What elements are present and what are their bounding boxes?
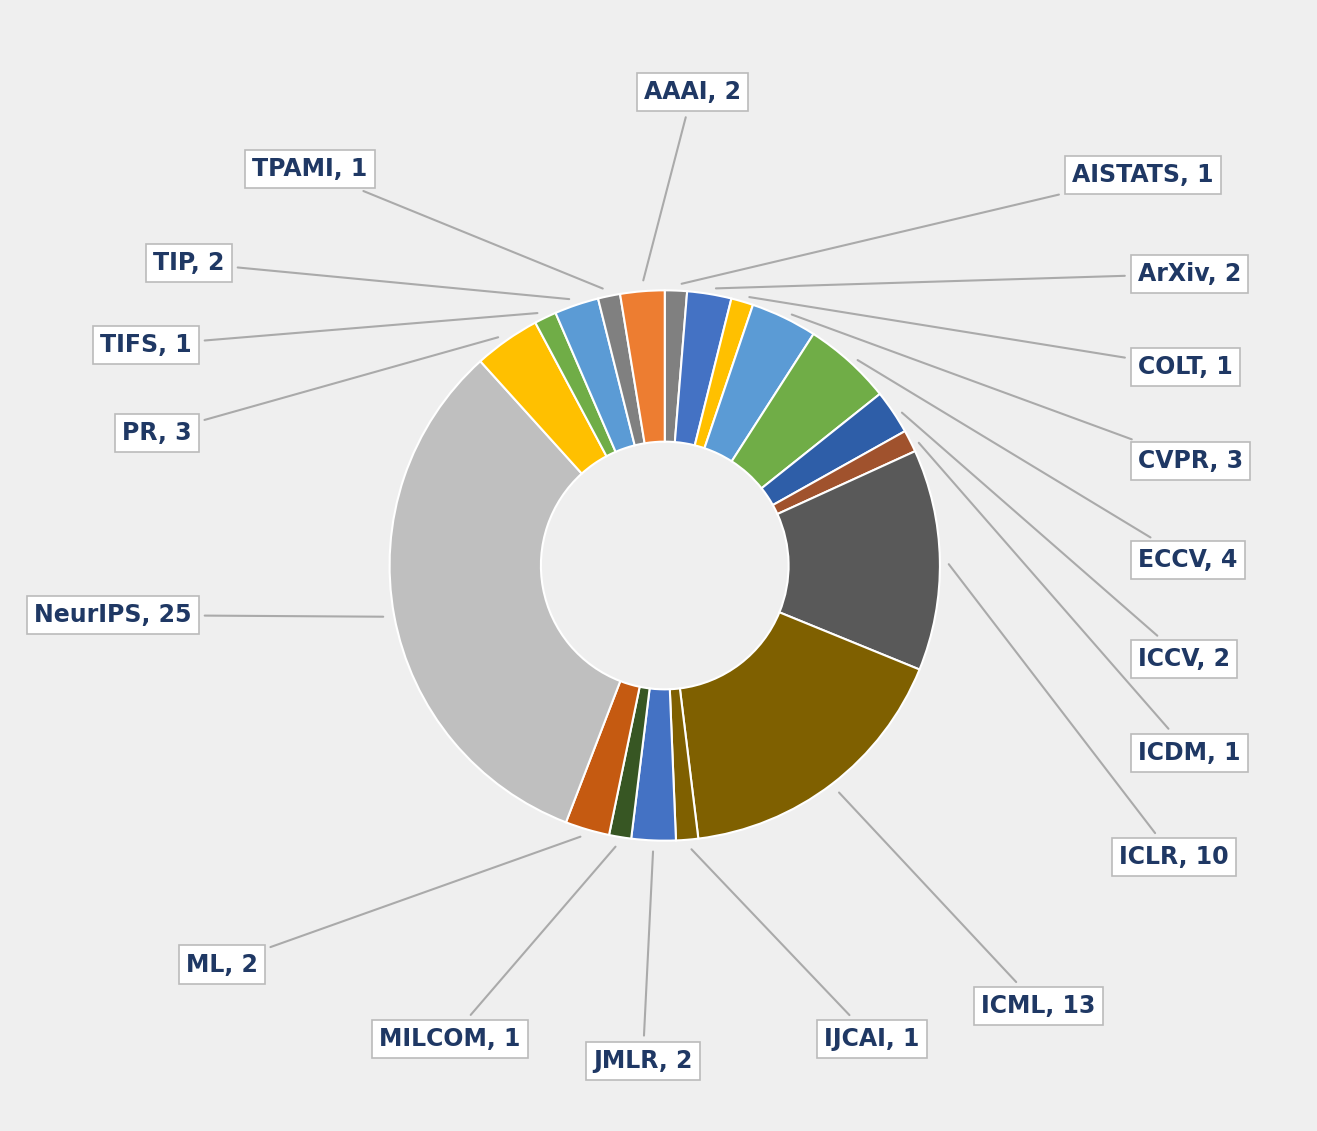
Wedge shape	[566, 681, 640, 835]
Wedge shape	[556, 299, 635, 452]
Text: AISTATS, 1: AISTATS, 1	[682, 163, 1213, 284]
Wedge shape	[777, 451, 940, 670]
Text: AAAI, 2: AAAI, 2	[643, 80, 740, 280]
Text: TPAMI, 1: TPAMI, 1	[253, 157, 603, 288]
Wedge shape	[705, 305, 814, 461]
Text: TIP, 2: TIP, 2	[153, 251, 569, 299]
Wedge shape	[665, 291, 687, 442]
Text: ECCV, 4: ECCV, 4	[857, 360, 1238, 572]
Wedge shape	[732, 334, 880, 489]
Wedge shape	[631, 689, 676, 840]
Wedge shape	[608, 687, 649, 838]
Wedge shape	[535, 313, 615, 456]
Text: ICCV, 2: ICCV, 2	[902, 413, 1230, 671]
Text: PR, 3: PR, 3	[122, 337, 498, 446]
Wedge shape	[598, 294, 644, 446]
Text: ICLR, 10: ICLR, 10	[948, 564, 1229, 870]
Text: CVPR, 3: CVPR, 3	[792, 314, 1243, 473]
Wedge shape	[695, 299, 753, 448]
Wedge shape	[481, 322, 607, 474]
Wedge shape	[670, 689, 698, 840]
Text: IJCAI, 1: IJCAI, 1	[691, 849, 919, 1051]
Text: JMLR, 2: JMLR, 2	[593, 852, 693, 1073]
Wedge shape	[773, 431, 915, 515]
Text: ML, 2: ML, 2	[186, 837, 581, 976]
Text: ICML, 13: ICML, 13	[839, 793, 1096, 1018]
Wedge shape	[674, 292, 731, 446]
Text: MILCOM, 1: MILCOM, 1	[379, 847, 615, 1051]
Text: TIFS, 1: TIFS, 1	[100, 313, 537, 357]
Text: ArXiv, 2: ArXiv, 2	[716, 261, 1242, 288]
Text: COLT, 1: COLT, 1	[749, 297, 1233, 379]
Wedge shape	[680, 612, 919, 838]
Wedge shape	[620, 291, 665, 443]
Text: NeurIPS, 25: NeurIPS, 25	[34, 603, 383, 627]
Wedge shape	[390, 361, 620, 822]
Wedge shape	[761, 394, 905, 506]
Text: ICDM, 1: ICDM, 1	[919, 442, 1241, 765]
